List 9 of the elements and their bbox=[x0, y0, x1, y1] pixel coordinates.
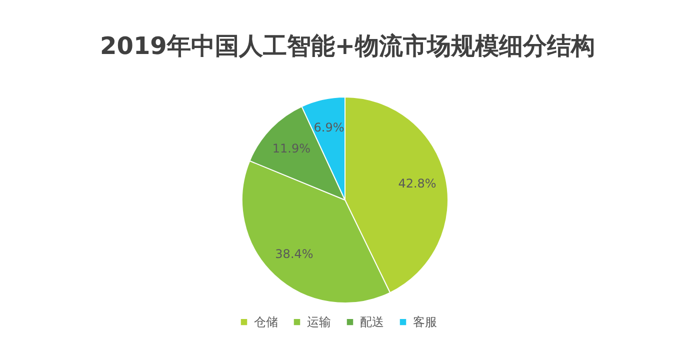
legend-label: 客服 bbox=[413, 315, 437, 330]
data-label: 11.9% bbox=[272, 142, 310, 156]
data-label: 6.9% bbox=[314, 120, 344, 135]
legend-label: 仓储 bbox=[254, 315, 278, 330]
data-label: 42.8% bbox=[398, 176, 436, 190]
chart-title: 2019年中国人工智能+物流市场规模细分结构 bbox=[100, 32, 595, 60]
legend-label: 配送 bbox=[360, 315, 384, 330]
data-label: 38.4% bbox=[275, 247, 314, 262]
legend-label: 运输 bbox=[307, 315, 331, 330]
